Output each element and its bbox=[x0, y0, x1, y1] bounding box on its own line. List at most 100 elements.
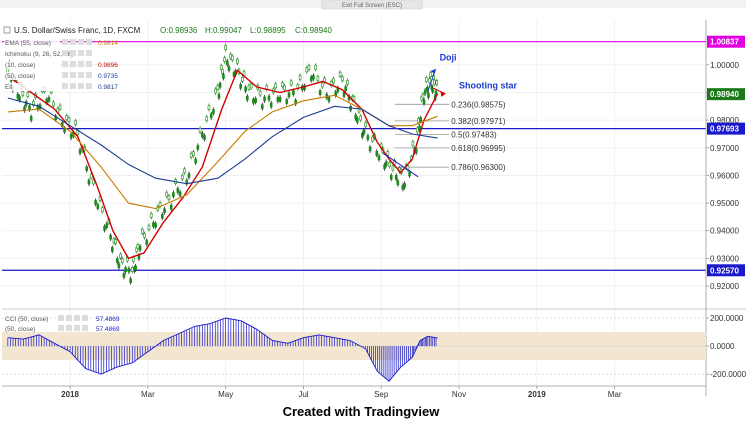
indicator-control-icon[interactable] bbox=[78, 83, 84, 89]
fib-level-label: 0.236(0.98575) bbox=[451, 100, 506, 109]
cci-control-icon[interactable] bbox=[58, 325, 64, 331]
fib-level-label: 0.382(0.97971) bbox=[451, 117, 506, 126]
indicator-control-icon[interactable] bbox=[70, 83, 76, 89]
price-tag bbox=[707, 264, 745, 277]
candle-body bbox=[147, 225, 151, 230]
cci-legend: CCI (50, close) 57.4869 (50, close) 57.4869 bbox=[5, 315, 120, 333]
candle-body bbox=[327, 97, 331, 102]
wedge-trendline bbox=[382, 152, 419, 178]
candle-body bbox=[278, 96, 282, 102]
price-tick-label: 0.94000 bbox=[710, 227, 739, 236]
candle-body bbox=[89, 173, 93, 179]
candle-body bbox=[85, 166, 89, 171]
indicator-control-icon[interactable] bbox=[62, 61, 68, 67]
candle-body bbox=[307, 65, 311, 70]
candle-body bbox=[143, 233, 146, 238]
cci-control-icon[interactable] bbox=[74, 325, 80, 331]
cci-control-icon[interactable] bbox=[74, 315, 80, 321]
cci-legend-name: CCI (50, close) bbox=[5, 316, 48, 323]
candle-body bbox=[377, 155, 381, 161]
indicator-control-icon[interactable] bbox=[86, 50, 92, 56]
candle-body bbox=[65, 115, 69, 120]
candle-body bbox=[434, 90, 438, 96]
candle-body bbox=[384, 161, 388, 166]
candle-body bbox=[103, 226, 106, 231]
indicator-name: Ell bbox=[5, 84, 13, 91]
candle-body bbox=[386, 151, 390, 156]
cci-control-icon[interactable] bbox=[58, 315, 64, 321]
candle-body bbox=[192, 151, 195, 157]
candle-body bbox=[354, 114, 357, 120]
indicator-control-icon[interactable] bbox=[86, 39, 92, 45]
cci-control-icon[interactable] bbox=[66, 325, 72, 331]
cci-tick-label: -200.0000 bbox=[710, 370, 746, 379]
footer-credit: Created with Tradingview bbox=[283, 404, 441, 419]
indicator-control-icon[interactable] bbox=[78, 39, 84, 45]
indicator-control-icon[interactable] bbox=[62, 83, 68, 89]
cci-control-icon[interactable] bbox=[66, 315, 72, 321]
indicator-control-icon[interactable] bbox=[78, 72, 84, 78]
candle-body bbox=[403, 183, 406, 188]
indicator-control-icon[interactable] bbox=[70, 39, 76, 45]
candle-body bbox=[274, 83, 277, 89]
indicator-control-icon[interactable] bbox=[78, 61, 84, 67]
price-tag bbox=[707, 88, 745, 101]
candle-body bbox=[87, 179, 91, 185]
candle-body bbox=[421, 93, 425, 99]
candle-body bbox=[423, 89, 427, 95]
candle-body bbox=[285, 99, 289, 104]
candle-body bbox=[283, 85, 286, 91]
candle-body bbox=[224, 45, 227, 50]
indicator-control-icon[interactable] bbox=[62, 39, 68, 45]
indicator-control-icon[interactable] bbox=[78, 50, 84, 56]
candle-body bbox=[258, 90, 262, 96]
candle-body bbox=[196, 145, 200, 150]
candle-body bbox=[16, 93, 20, 99]
candle-body bbox=[428, 78, 431, 84]
time-tick-label: 2019 bbox=[528, 390, 546, 399]
indicator-control-icon[interactable] bbox=[70, 50, 76, 56]
indicator-control-icon[interactable] bbox=[70, 72, 76, 78]
candle-body bbox=[305, 67, 309, 73]
price-tick-label: 0.92000 bbox=[710, 282, 739, 291]
candle-body bbox=[389, 174, 393, 180]
candle-body bbox=[341, 76, 344, 82]
indicator-control-icon[interactable] bbox=[86, 61, 92, 67]
ohlc-low: L:0.98895 bbox=[250, 26, 286, 35]
shooting-star-label: Shooting star bbox=[459, 80, 517, 90]
candle-body bbox=[181, 174, 184, 180]
candle-body bbox=[368, 146, 372, 152]
price-tick-label: 1.00000 bbox=[710, 61, 739, 70]
cci-control-icon[interactable] bbox=[82, 315, 88, 321]
candle-body bbox=[198, 127, 202, 133]
candle-body bbox=[58, 104, 62, 110]
candle-body bbox=[114, 239, 117, 244]
candle-body bbox=[396, 180, 400, 186]
candle-body bbox=[134, 265, 137, 271]
chart-menu-icon[interactable] bbox=[3, 26, 11, 34]
candle-body bbox=[149, 213, 153, 218]
candle-body bbox=[418, 125, 421, 131]
candle-body bbox=[120, 258, 124, 263]
indicator-control-icon[interactable] bbox=[70, 61, 76, 67]
indicator-legend-bg bbox=[4, 39, 60, 47]
indicator-control-icon[interactable] bbox=[62, 50, 68, 56]
candle-body bbox=[117, 263, 121, 269]
cci-control-icon[interactable] bbox=[82, 325, 88, 331]
price-tag-label: 0.98940 bbox=[710, 90, 739, 99]
indicator-control-icon[interactable] bbox=[86, 72, 92, 78]
cci-legend-name: (50, close) bbox=[5, 326, 35, 333]
indicator-control-icon[interactable] bbox=[62, 72, 68, 78]
candle-body bbox=[239, 84, 242, 89]
indicator-legend-bg bbox=[4, 83, 60, 91]
candle-body bbox=[115, 258, 119, 263]
candle-body bbox=[364, 122, 367, 127]
candle-body bbox=[161, 213, 164, 219]
fib-level-label: 0.786(0.96300) bbox=[451, 163, 506, 172]
indicator-control-icon[interactable] bbox=[86, 83, 92, 89]
candle-body bbox=[359, 115, 362, 121]
exit-fullscreen-button[interactable] bbox=[321, 0, 423, 10]
candle-body bbox=[429, 72, 432, 78]
candle-body bbox=[332, 78, 335, 84]
